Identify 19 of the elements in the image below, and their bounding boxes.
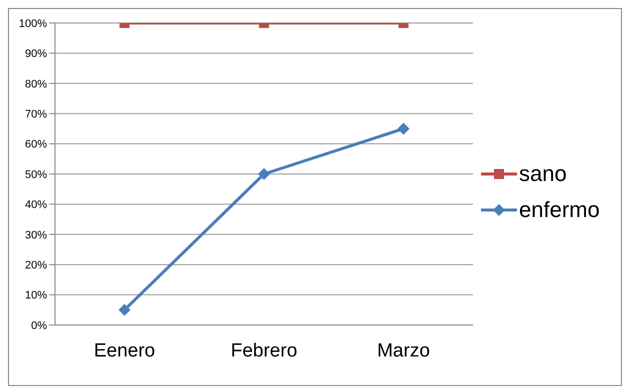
point (118, 304, 130, 316)
x-tick-label: Marzo (377, 340, 430, 362)
y-tick-label: 20% (24, 260, 48, 272)
y-tick-label: 40% (24, 199, 48, 212)
y-tick-label: 0% (31, 320, 48, 332)
y-tick-label: 100% (18, 18, 48, 30)
point (398, 122, 410, 135)
y-tick-label: 60% (24, 138, 48, 151)
legend-label: enfermo (519, 197, 600, 223)
point (258, 168, 270, 180)
y-tick-label: 90% (24, 48, 48, 60)
x-tick-label: Eenero (94, 340, 156, 362)
y-tick-label: 70% (24, 108, 48, 121)
y-tick-label: 80% (24, 78, 48, 90)
y-tick-label: 50% (24, 168, 48, 181)
y-tick-label: 10% (24, 290, 48, 302)
y-tick-label: 30% (24, 229, 48, 242)
x-tick-label: Febrero (230, 340, 298, 362)
legend-label: sano (519, 161, 567, 187)
